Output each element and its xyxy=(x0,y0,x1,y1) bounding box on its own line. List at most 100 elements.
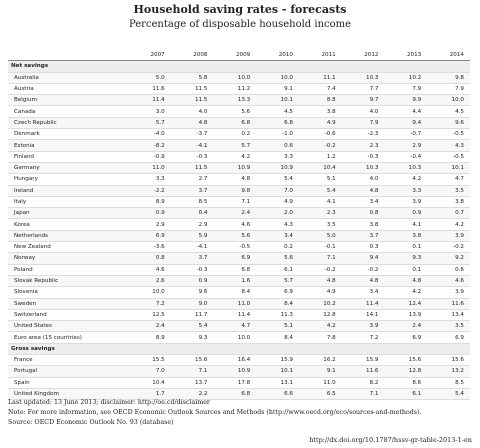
value-cell: 6.1 xyxy=(256,264,299,276)
value-cell: 0.4 xyxy=(170,207,214,220)
value-cell: 3.4 xyxy=(341,286,385,299)
data-row: Spain 10.4 13.7 17.8 13.1 11.0 8.2 8.6 8.5 xyxy=(8,377,470,389)
value-cell: 10.3 xyxy=(384,162,428,175)
value-cell: 10.3 xyxy=(341,162,385,175)
value-cell: 15.6 xyxy=(384,354,428,367)
value-cell: 3.8 xyxy=(384,230,428,243)
value-cell: 7.1 xyxy=(213,196,257,209)
title: Household saving rates - forecasts xyxy=(133,3,347,16)
country: Austria xyxy=(8,83,128,96)
source: Source: OECD Economic Outlook No. 93 (da… xyxy=(8,419,174,426)
value-cell: 8.6 xyxy=(384,377,428,389)
value-cell: 5.4 xyxy=(170,320,214,333)
value-cell: 10.0 xyxy=(256,72,299,84)
value-cell: 4.9 xyxy=(299,286,342,299)
value-cell: 11.6 xyxy=(427,298,470,310)
data-row: Slovak Republic 2.6 0.9 1.6 5.7 4.8 4.8 4.8 4.6 xyxy=(8,275,470,288)
value-cell: 11.7 xyxy=(170,309,214,322)
value-cell: -0.4 xyxy=(384,151,428,163)
value-cell: 8.9 xyxy=(128,196,171,209)
value-cell: 7.1 xyxy=(299,252,342,265)
value-cell: 10.9 xyxy=(213,365,257,378)
value-cell: 9.9 xyxy=(384,94,428,107)
data-row: Hungary 3.3 2.7 4.8 5.4 5.1 4.0 4.2 4.7 xyxy=(8,173,470,186)
value-cell: 5.1 xyxy=(256,320,299,333)
value-cell: 13.7 xyxy=(170,377,214,389)
value-cell: 4.8 xyxy=(341,185,385,197)
country: United Kingdom xyxy=(8,388,128,401)
value-cell: 3.0 xyxy=(128,105,171,118)
value-cell: 10.1 xyxy=(256,365,299,378)
country: Euro area (15 countries) xyxy=(8,331,128,344)
value-cell: 8.5 xyxy=(427,377,470,389)
value-cell: 15.6 xyxy=(427,354,470,367)
value-cell: 11.0 xyxy=(299,377,342,389)
value-cell: 4.8 xyxy=(299,275,342,288)
value-cell: -0.6 xyxy=(299,128,342,141)
value-cell: 7.7 xyxy=(341,83,385,96)
value-cell: 5.4 xyxy=(299,185,342,197)
value-cell: 0.7 xyxy=(427,207,470,220)
value-cell: 0.1 xyxy=(384,264,428,276)
value-cell: 3.4 xyxy=(341,196,385,209)
value-cell: 5.4 xyxy=(427,388,470,401)
country: New Zealand xyxy=(8,241,128,254)
value-cell: 5.6 xyxy=(213,230,257,243)
value-cell: -3.7 xyxy=(170,128,214,141)
value-cell: 9.0 xyxy=(170,298,214,310)
value-cell: 7.1 xyxy=(341,388,385,401)
value-cell: 4.9 xyxy=(299,117,342,130)
value-cell: 7.0 xyxy=(256,185,299,197)
value-cell: 0.2 xyxy=(213,128,257,141)
doi-link[interactable]: http://dx.doi.org/10.1787/hssv-gr-table-… xyxy=(309,436,472,444)
value-cell: 14.1 xyxy=(341,309,385,322)
updated: Last updated: 13 June 2013; disclaimer: … xyxy=(8,399,210,406)
value-cell: 4.4 xyxy=(384,105,428,118)
value-cell: 3.9 xyxy=(384,196,428,209)
value-cell: -0.3 xyxy=(170,264,214,276)
value-cell: 3.3 xyxy=(128,173,171,186)
value-cell: 15.9 xyxy=(256,354,299,367)
header-row: 2007 2008 2009 2010 2011 2012 2013 2014 xyxy=(8,50,470,62)
value-cell: 12.5 xyxy=(128,309,171,322)
data-row: Poland 4.6 -0.3 6.8 6.1 -0.2 -0.2 0.1 0.6 xyxy=(8,264,470,276)
value-cell: 9.3 xyxy=(384,252,428,265)
value-cell: 6.9 xyxy=(427,331,470,344)
value-cell: 10.1 xyxy=(256,94,299,107)
value-cell: -0.3 xyxy=(170,151,214,163)
value-cell: 15.5 xyxy=(128,354,171,367)
value-cell: 10.1 xyxy=(427,162,470,175)
value-cell: -0.1 xyxy=(299,241,342,254)
value-cell: 4.0 xyxy=(170,105,214,118)
data-row: Finland -0.9 -0.3 4.2 3.3 1.2 -0.3 -0.4 -0.5 xyxy=(8,151,470,163)
data-row: Japan 0.9 0.4 2.4 2.0 2.3 0.8 0.9 0.7 xyxy=(8,207,470,220)
value-cell: 3.8 xyxy=(341,218,385,231)
value-cell: 5.8 xyxy=(170,72,214,84)
header-cell xyxy=(8,50,128,62)
value-cell: 7.1 xyxy=(170,365,214,378)
value-cell: 6.9 xyxy=(384,331,428,344)
value-cell: -0.5 xyxy=(427,128,470,141)
value-cell: 1.7 xyxy=(128,388,171,401)
value-cell: 0.8 xyxy=(341,207,385,220)
value-cell: 5.6 xyxy=(213,105,257,118)
value-cell: 3.4 xyxy=(256,230,299,243)
data-row: United Kingdom 1.7 2.2 6.8 6.6 6.5 7.1 6.1 5.4 xyxy=(8,388,470,401)
subtitle: Percentage of disposable household incom… xyxy=(128,19,352,30)
value-cell: 9.6 xyxy=(170,286,214,299)
value-cell: 8.4 xyxy=(256,298,299,310)
value-cell: 11.0 xyxy=(128,162,171,175)
value-cell: 2.3 xyxy=(299,207,342,220)
value-cell: 9.4 xyxy=(384,117,428,130)
value-cell: 8.8 xyxy=(299,94,342,107)
value-cell: 6.6 xyxy=(256,388,299,401)
value-cell: 7.2 xyxy=(128,298,171,310)
value-cell: 10.0 xyxy=(128,286,171,299)
value-cell: 4.8 xyxy=(384,275,428,288)
value-cell: 6.8 xyxy=(213,388,257,401)
value-cell: 3.8 xyxy=(427,196,470,209)
value-cell: -0.5 xyxy=(427,151,470,163)
value-cell: -0.2 xyxy=(299,139,342,152)
value-cell: 15.6 xyxy=(170,354,214,367)
data-row: Austria 11.6 11.5 11.2 9.1 7.4 7.7 7.9 7.9 xyxy=(8,83,470,96)
